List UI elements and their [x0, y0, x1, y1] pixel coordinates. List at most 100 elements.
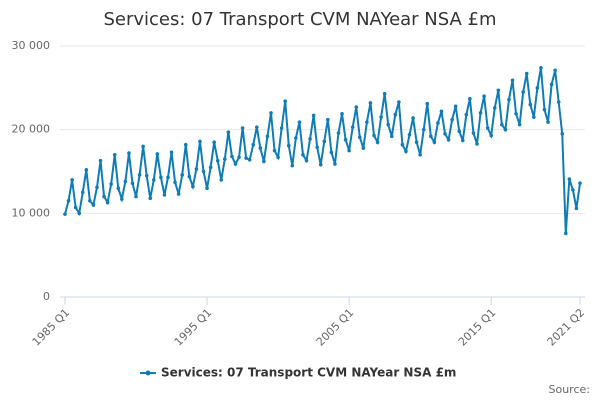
point	[230, 154, 234, 159]
point	[521, 90, 525, 94]
point	[137, 173, 142, 177]
point	[144, 173, 149, 178]
point	[482, 94, 486, 98]
point	[308, 137, 312, 141]
x-tick-label: 2021 Q2	[545, 306, 588, 349]
point	[120, 197, 124, 201]
point	[208, 165, 213, 170]
point	[112, 152, 117, 157]
source: Source:	[549, 383, 591, 396]
point	[539, 65, 543, 70]
point	[382, 91, 387, 96]
point	[578, 181, 582, 186]
point	[311, 113, 316, 118]
point	[127, 151, 131, 155]
point	[169, 150, 174, 155]
point	[563, 231, 568, 236]
point	[198, 139, 202, 144]
point	[297, 120, 302, 124]
point	[485, 126, 490, 130]
point	[151, 178, 156, 182]
point	[148, 196, 153, 201]
point	[84, 168, 89, 172]
point	[386, 122, 391, 127]
point	[63, 212, 67, 216]
point	[187, 174, 192, 179]
point	[194, 167, 199, 171]
point	[436, 121, 440, 125]
point	[528, 102, 533, 107]
point	[191, 184, 195, 189]
point	[432, 140, 437, 145]
point	[446, 137, 451, 142]
point	[535, 86, 540, 90]
point	[180, 173, 185, 177]
point	[365, 120, 369, 124]
point	[549, 82, 554, 87]
y-tick-label: 0	[43, 290, 50, 303]
point	[226, 130, 231, 134]
point	[553, 68, 557, 73]
point	[421, 127, 426, 132]
point	[219, 178, 224, 182]
point	[510, 78, 515, 83]
legend-label: Services: 07 Transport CVM NAYear NSA £m	[161, 366, 456, 380]
point	[162, 193, 167, 197]
point	[88, 198, 92, 203]
point	[496, 88, 501, 93]
point	[450, 117, 454, 122]
point	[240, 126, 245, 130]
point	[183, 142, 188, 147]
x-tick-label: 2005 Q1	[314, 306, 357, 349]
point	[571, 188, 575, 192]
point	[414, 140, 419, 145]
point	[215, 158, 220, 163]
point	[347, 148, 351, 153]
point	[109, 182, 113, 186]
point	[460, 138, 465, 143]
point	[322, 139, 327, 144]
point	[205, 186, 209, 191]
x-tick-label: 2015 Q1	[456, 306, 499, 349]
point	[70, 178, 74, 182]
point	[244, 156, 248, 160]
point	[574, 206, 579, 211]
point	[389, 134, 394, 139]
point	[340, 111, 344, 116]
point	[475, 142, 479, 146]
point	[105, 200, 110, 205]
point	[233, 162, 238, 166]
point	[464, 112, 469, 117]
point	[560, 132, 565, 136]
point	[468, 96, 472, 101]
point	[123, 179, 128, 184]
point	[411, 116, 415, 120]
point	[237, 155, 241, 160]
point	[333, 162, 337, 166]
point	[507, 97, 511, 102]
point	[532, 115, 536, 119]
point	[514, 111, 518, 116]
point	[251, 142, 256, 147]
point	[279, 126, 284, 130]
point	[368, 101, 373, 105]
series-line	[64, 67, 581, 234]
y-tick-label: 20 000	[12, 123, 51, 136]
point	[166, 175, 170, 180]
point	[400, 142, 405, 147]
point	[375, 140, 380, 145]
point	[173, 180, 177, 185]
point	[418, 152, 422, 157]
point	[361, 146, 366, 150]
point	[66, 198, 71, 203]
point	[372, 133, 376, 138]
point	[73, 205, 78, 210]
point	[503, 127, 508, 132]
y-tick-label: 30 000	[12, 39, 51, 52]
point	[443, 132, 447, 136]
point	[283, 99, 288, 104]
point	[254, 125, 259, 129]
point	[294, 136, 298, 140]
point	[201, 169, 206, 174]
point	[223, 157, 227, 161]
